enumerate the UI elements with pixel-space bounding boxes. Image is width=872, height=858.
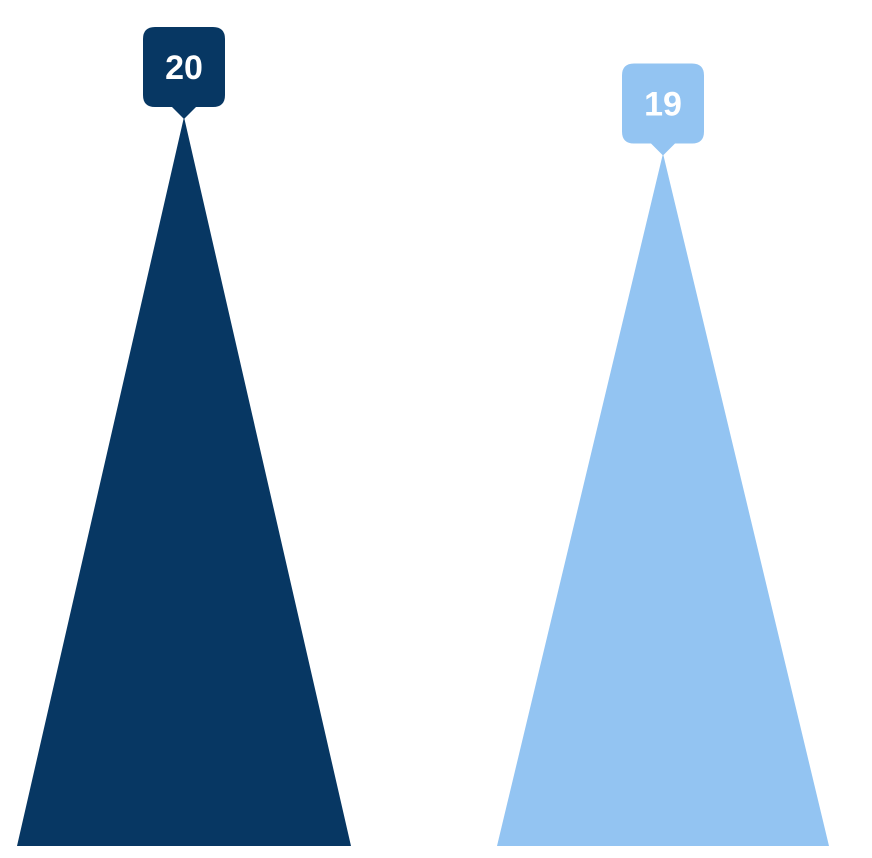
data-label-callout-2 (622, 63, 704, 156)
data-label-1: 20 (165, 49, 203, 87)
triangle-bar-2 (497, 153, 829, 846)
triangle-bar-1 (17, 117, 351, 846)
data-label-2: 19 (644, 85, 682, 123)
data-label-callout-1 (143, 27, 225, 119)
